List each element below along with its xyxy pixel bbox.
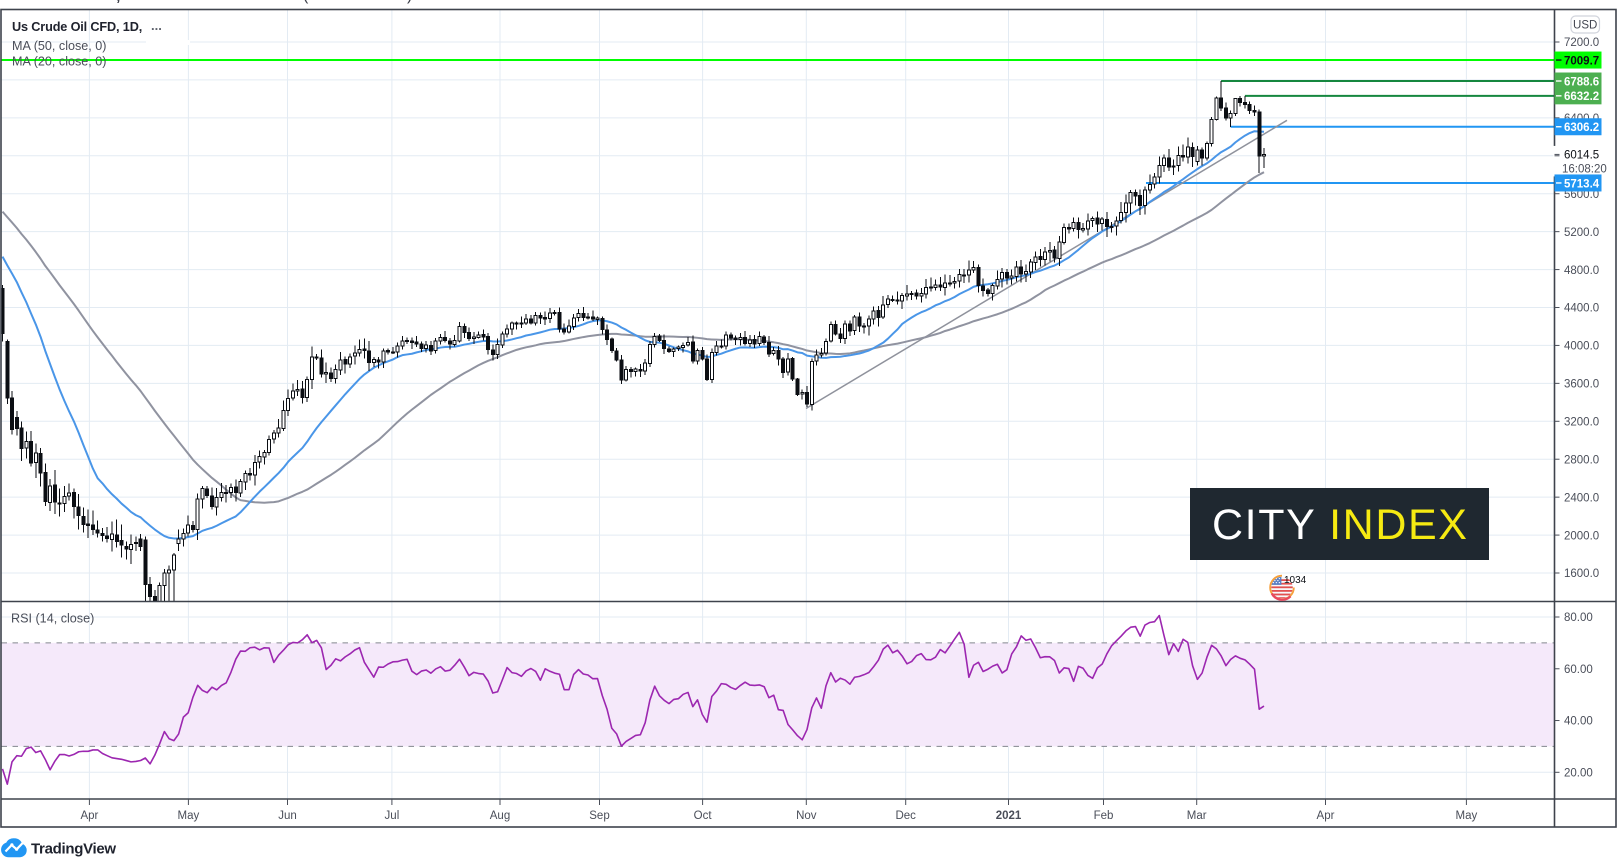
svg-text:USD: USD [1573,20,1597,32]
svg-text:4000.0: 4000.0 [1564,341,1599,353]
svg-text:,: , [116,0,120,5]
svg-text:RSI (14, close): RSI (14, close) [11,612,94,626]
svg-text:Mar: Mar [1187,810,1207,822]
svg-text:5200.0: 5200.0 [1564,227,1599,239]
svg-text:CITY INDEX: CITY INDEX [1212,501,1469,549]
svg-text:7200.0: 7200.0 [1564,37,1599,49]
svg-text:2021: 2021 [996,810,1022,822]
svg-text:5713.4: 5713.4 [1564,178,1600,190]
svg-text:TradingView: TradingView [31,841,116,858]
svg-text:16:08:20: 16:08:20 [1562,163,1607,175]
svg-text:3200.0: 3200.0 [1564,416,1599,428]
svg-text:): ) [407,0,412,4]
svg-text:Apr: Apr [1317,810,1335,822]
svg-text:6014.5: 6014.5 [1564,150,1599,162]
svg-text:Jun: Jun [278,810,297,822]
svg-text:4800.0: 4800.0 [1564,265,1599,277]
svg-text:1034: 1034 [1284,575,1307,586]
svg-text:Oct: Oct [694,810,713,822]
svg-text:6306.2: 6306.2 [1564,122,1599,134]
svg-text:Nov: Nov [796,810,817,822]
svg-text:20.00: 20.00 [1564,768,1593,780]
svg-text:Aug: Aug [490,810,510,822]
svg-text:...: ... [151,18,162,33]
svg-text:5600.0: 5600.0 [1564,189,1599,201]
svg-text:40.00: 40.00 [1564,716,1593,728]
svg-text:May: May [178,810,200,822]
svg-text:Us Crude Oil CFD, 1D,: Us Crude Oil CFD, 1D, [12,20,142,34]
svg-text:2400.0: 2400.0 [1564,492,1599,504]
svg-text:Apr: Apr [80,810,98,822]
svg-text:Sep: Sep [589,810,609,822]
svg-text:MA (20, close, 0): MA (20, close, 0) [12,55,107,69]
svg-text:(: ( [303,0,309,4]
svg-text:60.00: 60.00 [1564,664,1593,676]
svg-text:3600.0: 3600.0 [1564,379,1599,391]
svg-text:80.00: 80.00 [1564,612,1593,624]
svg-text:1600.0: 1600.0 [1564,568,1599,580]
svg-text:May: May [1456,810,1478,822]
svg-text:Jul: Jul [385,810,400,822]
svg-text:4400.0: 4400.0 [1564,303,1599,315]
svg-text:MA (50, close, 0): MA (50, close, 0) [12,39,107,53]
svg-text:6788.6: 6788.6 [1564,76,1599,88]
svg-text:Feb: Feb [1094,810,1114,822]
svg-text:7009.7: 7009.7 [1564,55,1599,67]
svg-text:Dec: Dec [895,810,916,822]
svg-text:6632.2: 6632.2 [1564,91,1599,103]
svg-text:2000.0: 2000.0 [1564,530,1599,542]
svg-text:2800.0: 2800.0 [1564,454,1599,466]
